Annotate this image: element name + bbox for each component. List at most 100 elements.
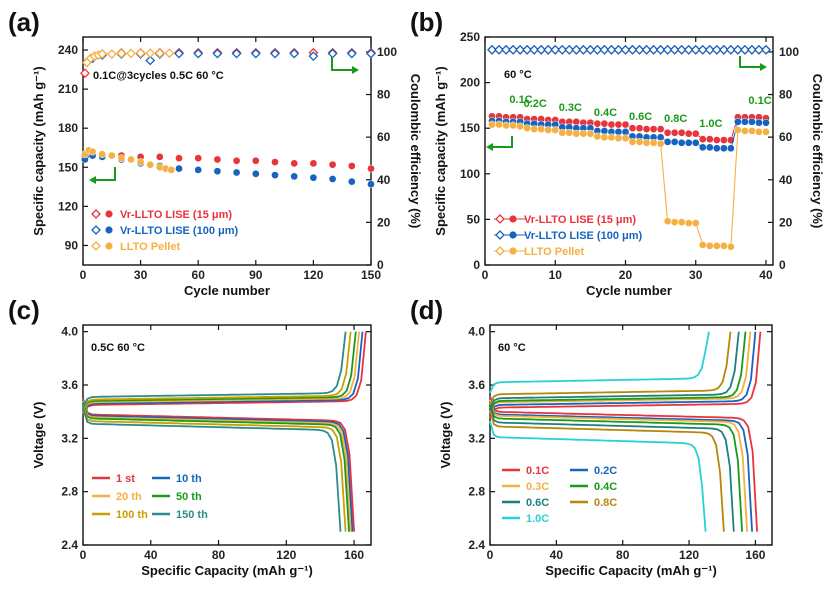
y-tick-label: 90 [65, 238, 79, 252]
data-point [250, 48, 261, 59]
data-point [107, 151, 116, 160]
x-tick-label: 40 [550, 548, 564, 562]
left-axis-arrow-head [89, 176, 96, 184]
y-tick-label: 4.0 [61, 325, 78, 339]
y2-tick-label: 60 [779, 130, 793, 144]
x-tick-label: 120 [303, 268, 323, 282]
data-point [347, 177, 356, 186]
data-point [739, 44, 750, 55]
data-point [600, 133, 609, 142]
data-point [677, 218, 686, 226]
y2-tick-label: 80 [779, 88, 793, 102]
rate-label: 0.3C [559, 102, 582, 114]
y-tick-label: 150 [460, 121, 480, 135]
series-2 [81, 146, 176, 174]
legend-item: 150 th [152, 509, 208, 521]
charge-curve [489, 331, 757, 417]
legend-item: 1.0C [502, 513, 549, 525]
data-point [614, 127, 623, 136]
legend-item: 0.2C [570, 465, 617, 477]
series-2 [489, 331, 752, 532]
x-tick-label: 80 [616, 548, 630, 562]
series-4 [487, 44, 771, 55]
annotation: 60 °C [498, 342, 526, 354]
data-point [126, 48, 136, 59]
legend-item: Vr-LLTO LISE (15 μm) [91, 209, 232, 221]
rate-label: 1.0C [699, 118, 722, 130]
y-tick-label: 3.6 [61, 378, 78, 392]
legend-label: 50 th [176, 491, 202, 503]
annotation: 0.1C@3cycles 0.5C 60 °C [93, 70, 224, 82]
y-tick-label: 2.8 [468, 485, 485, 499]
data-point [747, 44, 757, 55]
data-point [586, 129, 595, 138]
discharge-curve [489, 406, 735, 532]
x-tick-label: 40 [144, 548, 158, 562]
data-point [711, 44, 722, 55]
legend-item: LLTO Pellet [91, 241, 180, 253]
data-point [754, 44, 764, 55]
charge-curve [489, 331, 710, 394]
y2-tick-label: 80 [377, 88, 391, 102]
x-tick-label: 0 [80, 268, 87, 282]
data-point [600, 127, 609, 135]
y-tick-label: 200 [460, 76, 480, 90]
y-tick-label: 4.0 [468, 325, 485, 339]
data-point [741, 127, 749, 135]
y-tick-label: 240 [58, 43, 78, 57]
data-point [621, 127, 630, 136]
series-0 [489, 331, 762, 532]
y-tick-label: 2.4 [468, 538, 485, 552]
data-point [558, 128, 567, 137]
data-point [572, 117, 581, 126]
data-point [530, 125, 539, 133]
data-point [656, 125, 665, 133]
data-point [607, 120, 616, 129]
y2-tick-label: 0 [377, 258, 384, 272]
legend-label: LLTO Pellet [524, 246, 584, 258]
data-point [564, 44, 575, 55]
series-6 [489, 331, 710, 532]
legend-label: 0.6C [526, 497, 549, 509]
data-point [621, 134, 630, 143]
legend-label: 0.3C [526, 481, 549, 493]
charge-curve [82, 331, 360, 414]
series-5 [489, 331, 732, 532]
data-point [705, 241, 714, 250]
rate-label: 0.6C [629, 111, 652, 123]
y-tick-label: 250 [460, 30, 480, 44]
data-point [543, 44, 554, 55]
y-axis-label: Specific capacity (mAh g⁻¹) [433, 66, 448, 235]
legend-item: Vr-LLTO LISE (100 μm) [494, 230, 643, 242]
panel-label: (b) [410, 7, 443, 37]
data-point [522, 44, 533, 55]
data-point [127, 155, 135, 164]
data-point [194, 154, 203, 163]
x-tick-label: 20 [619, 268, 633, 282]
data-point [662, 44, 673, 55]
data-point [529, 44, 540, 55]
legend-marker-hollow [495, 246, 505, 256]
right-axis-arrow-head [760, 63, 767, 71]
data-point [649, 125, 658, 133]
discharge-curve [82, 399, 354, 532]
data-point [571, 44, 582, 55]
legend-item: LLTO Pellet [494, 246, 584, 258]
data-point [748, 127, 756, 135]
y2-tick-label: 0 [779, 258, 786, 272]
data-point [367, 164, 375, 173]
data-point [289, 48, 300, 59]
series-5 [82, 331, 347, 532]
data-point [684, 138, 693, 147]
discharge-curve [489, 395, 758, 532]
legend-item: 0.8C [570, 497, 617, 509]
panel-a: (a) 0 30 60 90 120 150 90 120 150 180 210 240 0 20 40 60… [8, 7, 423, 298]
data-point [642, 138, 651, 147]
annotation: 0.5C 60 °C [91, 342, 145, 354]
data-point [175, 154, 183, 163]
series-2 [488, 120, 770, 251]
data-point [328, 175, 337, 183]
data-point [607, 133, 616, 142]
series-1 [82, 331, 364, 532]
data-point [762, 118, 770, 127]
